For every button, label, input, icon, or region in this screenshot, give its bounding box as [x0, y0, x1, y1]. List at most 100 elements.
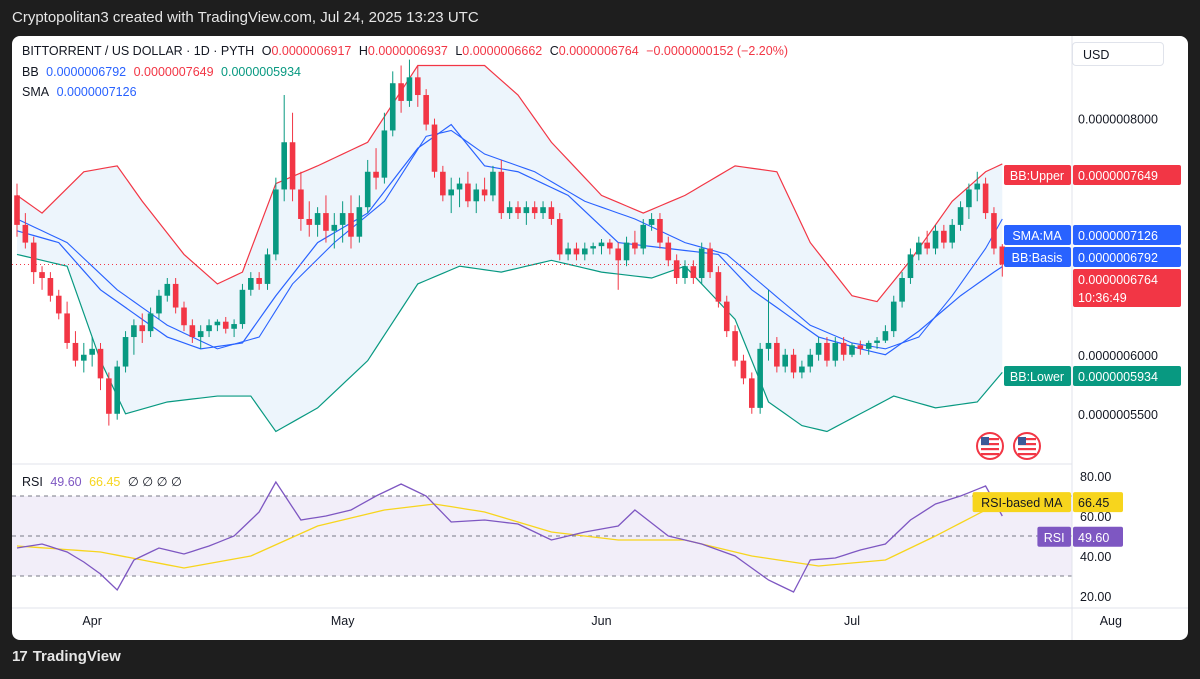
- candle-body: [857, 345, 864, 349]
- price-pane: [12, 59, 1072, 433]
- candle-body: [723, 301, 730, 332]
- candle-body: [264, 254, 271, 284]
- currency-button[interactable]: USD: [1072, 42, 1164, 66]
- candle: [840, 337, 847, 361]
- candle: [131, 319, 137, 355]
- candle-body: [924, 242, 930, 249]
- candle-body: [698, 248, 705, 279]
- candle: [682, 260, 688, 284]
- candle: [415, 65, 421, 107]
- candle-body: [782, 354, 788, 367]
- bottom-bar: [0, 640, 1200, 679]
- price-tag-label-bg: [1004, 165, 1071, 185]
- candle-body: [47, 278, 54, 296]
- candle-body: [707, 248, 713, 273]
- bb-upper-line: [16, 64, 1003, 303]
- candle: [256, 272, 262, 290]
- candle-body: [281, 142, 287, 190]
- candle: [982, 177, 989, 219]
- rsi-ma-line: [16, 503, 1003, 569]
- candle-body: [957, 207, 964, 225]
- candle: [22, 213, 29, 249]
- candle-body: [231, 324, 237, 329]
- candle: [966, 183, 972, 219]
- candle-body: [256, 278, 262, 284]
- candle: [573, 242, 580, 261]
- candle-body: [799, 366, 805, 373]
- candle: [623, 236, 630, 267]
- candle: [540, 201, 546, 219]
- candle-body: [55, 295, 62, 314]
- rsi-tag-value: 49.60: [1078, 531, 1109, 545]
- candle: [264, 248, 271, 290]
- rsi-line: [16, 480, 1003, 593]
- candle-body: [72, 342, 79, 361]
- candle-body: [481, 189, 488, 196]
- bb-lower-value: 0.0000005934: [221, 65, 301, 79]
- rsi-tag-label: RSI-based MA: [981, 496, 1063, 510]
- candle: [582, 242, 588, 261]
- candle-body: [598, 242, 605, 247]
- candle-body: [966, 189, 972, 208]
- candle: [164, 278, 171, 302]
- rsi-tag-value: 66.45: [1078, 496, 1109, 510]
- candle-body: [774, 342, 780, 367]
- candle: [381, 112, 388, 184]
- candle: [106, 372, 112, 426]
- rsi-tag-value-bg: [1073, 526, 1123, 547]
- price-tick-label: 0.0000005500: [1078, 408, 1158, 422]
- candle: [849, 342, 855, 358]
- candle: [431, 118, 438, 178]
- rsi-tick-label: 80.00: [1080, 470, 1111, 484]
- candle-body: [623, 242, 630, 261]
- chart-canvas[interactable]: 0.00000085000.00000080000.00000075000.00…: [12, 36, 1188, 640]
- candle: [181, 301, 187, 332]
- candle-body: [991, 213, 997, 249]
- candle: [865, 340, 872, 355]
- tradingview-logo[interactable]: 17 TradingView: [12, 648, 121, 665]
- candle: [448, 177, 454, 214]
- candle: [673, 254, 680, 284]
- bb-legend[interactable]: BB 0.0000006792 0.0000007649 0.000000593…: [22, 65, 305, 79]
- candle: [339, 201, 346, 243]
- candle: [97, 342, 104, 391]
- candle-body: [832, 342, 839, 361]
- candle-body: [314, 213, 321, 225]
- candle: [406, 59, 413, 107]
- candle: [239, 283, 246, 329]
- high-label: H: [358, 44, 368, 58]
- candle-body: [941, 230, 947, 243]
- open-label: O: [261, 44, 272, 58]
- candle: [815, 337, 822, 361]
- rsi-value: 49.60: [50, 475, 82, 489]
- price-tag-value: 0.0000007126: [1078, 229, 1158, 243]
- chart-panel[interactable]: 0.00000085000.00000080000.00000075000.00…: [12, 36, 1188, 640]
- candle-body: [164, 283, 171, 296]
- candle: [222, 316, 229, 334]
- candle-body: [506, 207, 513, 214]
- candle: [55, 289, 62, 320]
- candle-body: [515, 207, 521, 214]
- sma-legend[interactable]: SMA 0.0000007126: [22, 85, 141, 99]
- flag-stripe: [981, 438, 999, 441]
- candle: [732, 325, 738, 367]
- price-tag: SMA:MA 0.0000007126: [1004, 225, 1181, 245]
- candle: [590, 242, 596, 255]
- bb-basis-line: [16, 123, 1003, 356]
- candle: [598, 239, 605, 255]
- candle-body: [807, 354, 814, 367]
- rsi-legend[interactable]: RSI 49.60 66.45 ∅ ∅ ∅ ∅: [22, 474, 186, 489]
- candle: [122, 331, 129, 373]
- candle-body: [824, 342, 830, 361]
- candle-body: [590, 246, 596, 249]
- candle: [39, 266, 45, 290]
- candle-body: [14, 195, 20, 225]
- candle: [874, 337, 880, 349]
- candle-body: [30, 242, 37, 273]
- price-tag-value: 0.0000005934: [1078, 370, 1158, 384]
- candle: [857, 340, 864, 355]
- open-value: 0.0000006917: [271, 44, 352, 58]
- rsi-pane: [12, 463, 1072, 593]
- candle-body: [648, 218, 655, 225]
- candle-body: [607, 242, 613, 249]
